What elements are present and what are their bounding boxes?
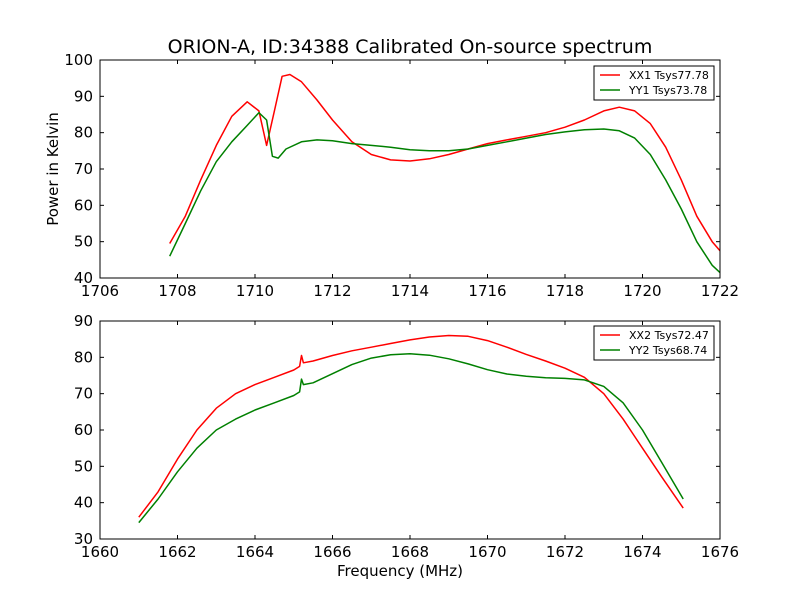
x-tick-label: 1676 (701, 543, 739, 561)
y-tick-label: 40 (74, 269, 93, 287)
x-tick-label: 1722 (701, 282, 739, 300)
y-tick-label: 60 (74, 421, 93, 439)
y-tick-label: 80 (74, 124, 93, 142)
top-plot-panel: 1706 1708 1710 1712 1714 1716 1718 1720 1722 40 50… (44, 51, 739, 300)
legend-label: XX2 Tsys72.47 (629, 329, 709, 342)
series-line-yy (138, 352, 684, 524)
legend-label: XX1 Tsys77.78 (629, 69, 709, 82)
x-tick-label: 1710 (236, 282, 274, 300)
x-tick-label: 1720 (623, 282, 661, 300)
x-tick-label: 1662 (158, 543, 196, 561)
x-tick-label: 1664 (236, 543, 274, 561)
x-tick-label: 1672 (546, 543, 584, 561)
y-tick-label: 40 (74, 494, 93, 512)
x-tick-label: 1712 (313, 282, 351, 300)
x-tick-label: 1718 (546, 282, 584, 300)
x-tick-label: 1708 (158, 282, 196, 300)
x-tick-label: 1670 (468, 543, 506, 561)
y-tick-label: 90 (74, 87, 93, 105)
x-tick-label: 1660 (81, 543, 119, 561)
legend-box (593, 65, 715, 101)
y-axis-label: Power in Kelvin (44, 112, 62, 226)
legend-label: YY1 Tsys73.78 (628, 84, 707, 97)
bottom-plot-panel: 1660 1662 1664 1666 1668 1670 1672 1674 1676 30 40… (74, 312, 739, 580)
y-tick-label: 60 (74, 196, 93, 214)
y-tick-label: 70 (74, 385, 93, 403)
y-tick-label: 70 (74, 160, 93, 178)
series-line-xx (138, 334, 684, 518)
y-tick-label: 80 (74, 348, 93, 366)
series-line-xx (169, 73, 721, 252)
y-tick-label: 50 (74, 233, 93, 251)
x-tick-label: 1674 (623, 543, 661, 561)
x-tick-label: 1706 (81, 282, 119, 300)
y-tick-label: 50 (74, 457, 93, 475)
chart-title: ORION-A, ID:34388 Calibrated On-source s… (168, 36, 653, 58)
series-line-yy (169, 111, 721, 274)
x-tick-label: 1666 (313, 543, 351, 561)
legend-label: YY2 Tsys68.74 (628, 344, 707, 357)
legend-box (593, 325, 715, 361)
y-tick-label: 30 (74, 530, 93, 548)
x-tick-label: 1716 (468, 282, 506, 300)
x-tick-label: 1668 (391, 543, 429, 561)
y-tick-label: 90 (74, 312, 93, 330)
x-tick-label: 1714 (391, 282, 429, 300)
y-tick-label: 100 (64, 51, 93, 69)
x-axis-label: Frequency (MHz) (337, 562, 463, 580)
